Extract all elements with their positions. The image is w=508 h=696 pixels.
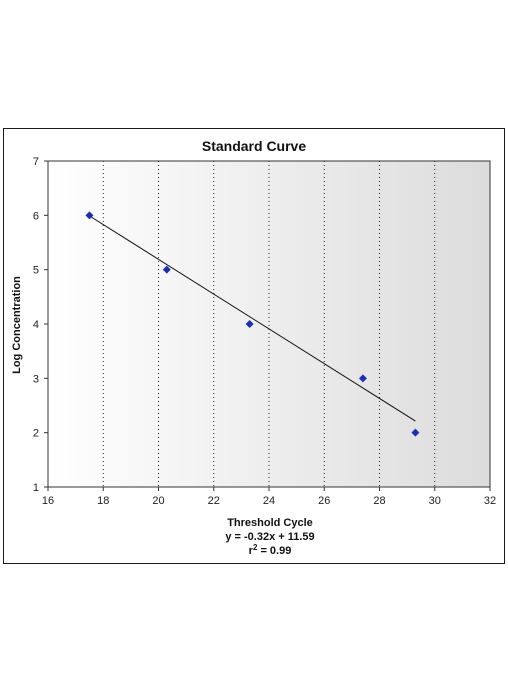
x-tick-label: 26 (318, 495, 330, 507)
y-tick-label: 7 (33, 156, 39, 168)
trendline (89, 215, 416, 422)
x-tick-label: 30 (429, 495, 441, 507)
x-tick-label: 16 (42, 495, 54, 507)
y-tick-label: 5 (33, 265, 39, 277)
x-tick-label: 24 (263, 495, 275, 507)
x-tick-label: 20 (152, 495, 164, 507)
data-point (245, 320, 254, 328)
y-tick-label: 3 (33, 373, 39, 385)
x-tick-label: 22 (208, 495, 220, 507)
y-tick-label: 6 (33, 210, 39, 222)
y-tick-label: 2 (33, 428, 39, 440)
y-tick-label: 1 (33, 482, 39, 494)
y-axis-label: Log Concentration (11, 276, 23, 374)
r-squared-label: r2 = 0.99 (249, 543, 292, 557)
y-tick-label: 4 (33, 319, 39, 331)
chart-title: Standard Curve (202, 138, 306, 154)
data-point (358, 374, 367, 383)
x-tick-label: 18 (97, 495, 109, 507)
data-point (85, 211, 94, 220)
x-axis-label: Threshold Cycle (227, 517, 313, 529)
trendline-equation: y = -0.32x + 11.59 (225, 531, 314, 543)
x-tick-label: 28 (373, 495, 385, 507)
x-tick-label: 32 (484, 495, 496, 507)
data-point (411, 428, 420, 437)
data-point (162, 265, 171, 274)
